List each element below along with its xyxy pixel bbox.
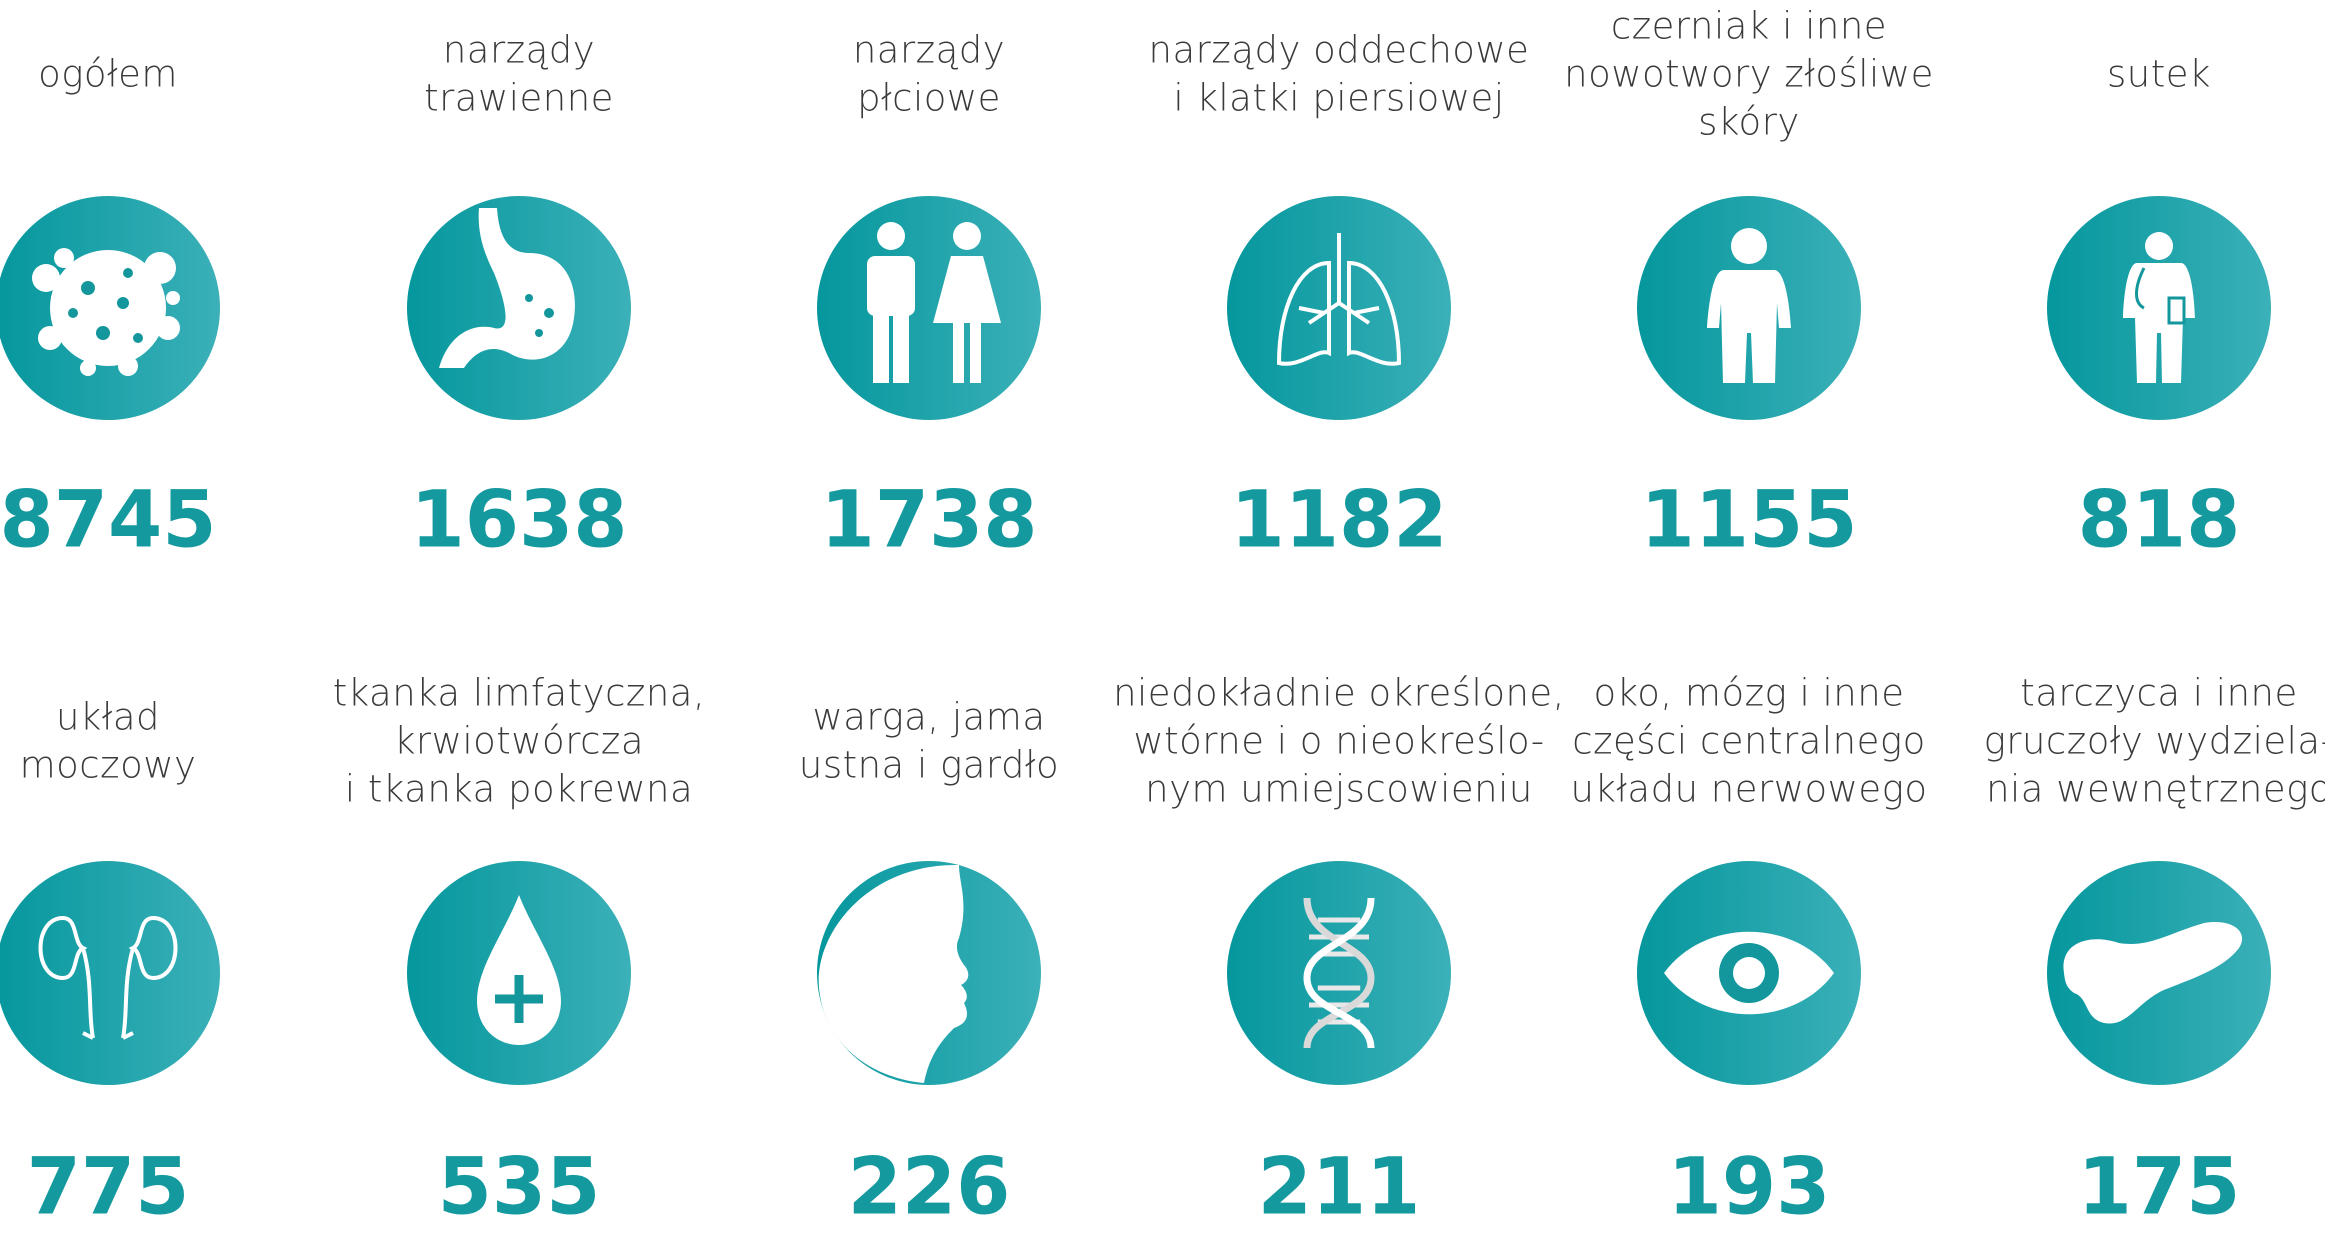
item-label: narządy xyxy=(853,29,1005,72)
item-value: 211 xyxy=(1258,1142,1421,1232)
icon-part xyxy=(893,313,909,383)
item: tkanka limfatyczna, krwiotwórcza i tkanka … xyxy=(333,672,705,1233)
icon-part xyxy=(873,313,889,383)
item: narządy trawienne 1638 xyxy=(407,29,631,566)
item-value: 535 xyxy=(438,1142,601,1232)
icon-circle xyxy=(817,196,1041,420)
icon-circle xyxy=(1227,861,1451,1085)
item-label: i tkanka pokrewna xyxy=(345,768,693,811)
item-value: 8745 xyxy=(0,475,217,565)
item-value: 193 xyxy=(1668,1142,1831,1232)
item-value: 175 xyxy=(2078,1142,2241,1232)
item-label: płciowe xyxy=(857,77,1001,120)
item: ogółem 8745 xyxy=(0,53,220,566)
icon-part xyxy=(156,316,180,340)
item-label: tarczyca i inne xyxy=(2020,672,2298,715)
item-label: tkanka limfatyczna, xyxy=(333,672,705,715)
item-value: 1738 xyxy=(820,475,1037,565)
item-label: narządy xyxy=(443,29,595,72)
item-label: gruczoły wydziela- xyxy=(1984,720,2325,763)
icon-part xyxy=(166,291,180,305)
infographic: ogółem 8745 narządy trawienne 1638 narządy płc… xyxy=(0,0,2325,1240)
icon-part xyxy=(118,356,138,376)
item-label: części centralnego xyxy=(1572,720,1925,763)
icon-part xyxy=(2145,232,2173,260)
item: niedokładnie określone, wtórne i o nieokr… xyxy=(1113,672,1565,1233)
icon-part xyxy=(96,326,110,340)
icon-part xyxy=(32,264,60,292)
icon-part xyxy=(953,320,964,383)
icon-part xyxy=(133,333,143,343)
icon-part xyxy=(525,294,533,302)
item-label: krwiotwórcza xyxy=(394,720,644,763)
icon-part xyxy=(535,329,543,337)
icon-part xyxy=(117,297,129,309)
icon-part xyxy=(1731,228,1767,264)
icon-part xyxy=(68,308,78,318)
item: warga, jama ustna i gardło 226 xyxy=(799,696,1059,1233)
icon-part xyxy=(953,222,981,250)
item-label: nowotwory złośliwe xyxy=(1564,53,1934,96)
item: sutek 818 xyxy=(2047,53,2271,566)
item-label: wtórne i o nieokreślo- xyxy=(1133,720,1544,763)
item-value: 818 xyxy=(2078,475,2241,565)
item-label: niedokładnie określone, xyxy=(1113,672,1565,715)
item: oko, mózg i inne części centralnego układu… xyxy=(1571,672,1928,1233)
item-label: narządy oddechowe xyxy=(1149,29,1530,72)
icon-circle xyxy=(1227,196,1451,420)
page: {"items": [ {"label": ["ogółem"], "value… xyxy=(0,0,2325,1240)
item-label: układu nerwowego xyxy=(1571,768,1928,811)
icon-part xyxy=(144,252,176,284)
icon-part xyxy=(1733,957,1765,989)
icon-part xyxy=(544,308,554,318)
item: tarczyca i inne gruczoły wydziela-nia wew… xyxy=(1984,672,2325,1233)
icon-part xyxy=(54,248,74,268)
icon-part xyxy=(81,281,95,295)
item-label: oko, mózg i inne xyxy=(1594,672,1905,715)
item-label: i klatki piersiowej xyxy=(1173,77,1504,120)
item-label: ogółem xyxy=(38,53,178,96)
icon-part xyxy=(123,268,133,278)
item-label: ustna i gardło xyxy=(799,744,1059,787)
icon-part xyxy=(867,256,915,316)
item-value: 226 xyxy=(848,1142,1011,1232)
item-label: warga, jama xyxy=(812,696,1045,739)
item: narządy płciowe 1738 xyxy=(817,29,1041,566)
icon-circle xyxy=(0,861,220,1085)
item-value: 775 xyxy=(27,1142,190,1232)
item-label: skóry xyxy=(1698,101,1800,144)
item: czerniak i inne nowotwory złośliwe skóry 11… xyxy=(1564,5,1934,566)
item-label: układ xyxy=(56,696,160,739)
item-label: czerniak i inne xyxy=(1611,5,1887,48)
item-label: nia wewnętrznego xyxy=(1986,768,2325,811)
item-label: trawienne xyxy=(424,77,614,120)
item-label: sutek xyxy=(2107,53,2211,96)
icon-part xyxy=(80,360,96,376)
item: układ moczowy 775 xyxy=(0,696,220,1233)
item-label: moczowy xyxy=(20,744,197,787)
item: narządy oddechowe i klatki piersiowej 1182 xyxy=(1149,29,1530,566)
item-value: 1638 xyxy=(410,475,627,565)
icon-part xyxy=(877,222,905,250)
item-value: 1182 xyxy=(1230,475,1447,565)
icon-part xyxy=(38,326,62,350)
item-value: 1155 xyxy=(1640,475,1857,565)
item-label: nym umiejscowieniu xyxy=(1145,768,1533,811)
icon-part xyxy=(970,320,981,383)
